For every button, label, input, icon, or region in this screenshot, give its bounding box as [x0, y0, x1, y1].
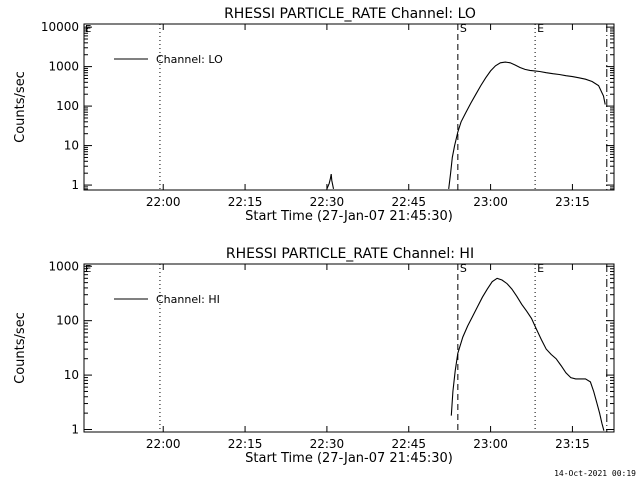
x-axis-label: Start Time (27-Jan-07 21:45:30) — [245, 451, 453, 466]
y-tick-label: 100 — [56, 314, 79, 328]
y-tick-label: 10000 — [41, 20, 79, 34]
marker-label: E — [537, 22, 544, 35]
y-axis-label: Counts/sec — [13, 71, 28, 143]
y-tick-label: 10 — [64, 139, 79, 153]
series-line — [448, 61, 606, 189]
marker-label: S — [460, 22, 467, 35]
y-tick-label: 1000 — [48, 60, 79, 74]
marker-label: E — [537, 262, 544, 275]
x-tick-label: 22:30 — [310, 437, 345, 451]
x-tick-label: 23:15 — [555, 437, 590, 451]
y-tick-label: 1000 — [48, 259, 79, 273]
x-tick-label: 22:15 — [228, 195, 263, 209]
series-line — [326, 174, 335, 190]
x-tick-label: 22:00 — [146, 437, 181, 451]
chart-title: RHESSI PARTICLE_RATE Channel: LO — [224, 6, 476, 22]
x-tick-label: 22:30 — [310, 195, 345, 209]
legend-label: Channel: LO — [156, 53, 223, 66]
x-tick-label: 23:00 — [473, 195, 508, 209]
series-line — [450, 277, 605, 431]
y-tick-label: 10 — [64, 368, 79, 382]
x-tick-label: 23:00 — [473, 437, 508, 451]
x-tick-label: 22:00 — [146, 195, 181, 209]
timestamp-footer: 14-Oct-2021 00:19 — [554, 469, 636, 478]
legend-label: Channel: HI — [156, 293, 220, 306]
plot-frame — [83, 263, 615, 433]
chart-title: RHESSI PARTICLE_RATE Channel: HI — [226, 246, 474, 262]
plot-frame — [83, 23, 615, 191]
y-tick-label: 1 — [71, 423, 79, 437]
marker-label: S — [460, 262, 467, 275]
edge-label: E — [85, 264, 91, 275]
y-axis-label: Counts/sec — [13, 312, 28, 384]
y-tick-label: 100 — [56, 99, 79, 113]
edge-label: E — [85, 24, 91, 35]
x-tick-label: 22:15 — [228, 437, 263, 451]
x-tick-label: 22:45 — [391, 437, 426, 451]
x-axis-label: Start Time (27-Jan-07 21:45:30) — [245, 209, 453, 224]
x-tick-label: 23:15 — [555, 195, 590, 209]
y-tick-label: 1 — [71, 178, 79, 192]
x-tick-label: 22:45 — [391, 195, 426, 209]
